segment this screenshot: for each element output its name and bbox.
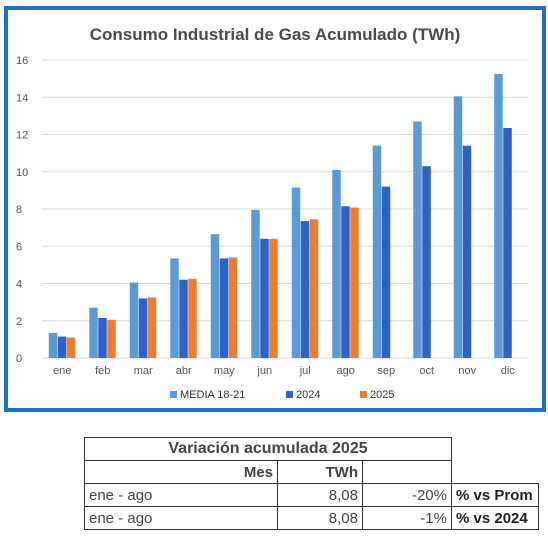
bar-2024	[98, 317, 107, 358]
bar-2024	[260, 238, 269, 358]
bar-media-18-21	[210, 234, 220, 358]
row-mes: ene - ago	[84, 506, 278, 530]
bar-media-18-21	[129, 282, 139, 358]
x-tick-label: dic	[501, 365, 516, 377]
bar-2025	[66, 337, 76, 358]
bar-2025	[228, 257, 238, 358]
bar-media-18-21	[170, 258, 179, 358]
row-pct: -20%	[362, 483, 452, 507]
x-tick-label: mar	[134, 365, 153, 377]
chart-svg: Consumo Industrial de Gas Acumulado (TWh…	[16, 25, 528, 401]
bar-2025	[188, 278, 197, 358]
x-tick-label: sep	[377, 365, 395, 377]
chart-frame: Consumo Industrial de Gas Acumulado (TWh…	[4, 6, 546, 412]
y-tick-label: 8	[16, 204, 22, 216]
row-twh: 8,08	[277, 506, 363, 530]
bar-2024	[462, 145, 472, 358]
row-twh: 8,08	[277, 483, 363, 507]
header-mes: Mes	[84, 460, 278, 484]
legend-swatch	[170, 391, 177, 398]
bar-media-18-21	[332, 169, 341, 358]
x-tick-label: ago	[337, 365, 355, 377]
bar-2024	[381, 186, 391, 358]
grid-layer: 0 2 4 6 8 10 12 14 16	[16, 55, 528, 365]
row-label: % vs 2024	[451, 506, 539, 530]
table-header-row: Mes TWh	[84, 460, 539, 484]
x-tick-label: nov	[458, 365, 476, 377]
bar-media-18-21	[89, 307, 98, 358]
bar-2025	[107, 319, 116, 358]
bar-2024	[422, 166, 431, 358]
legend-label: MEDIA 18-21	[180, 389, 245, 401]
y-tick-label: 4	[16, 279, 22, 291]
bar-media-18-21	[251, 209, 260, 358]
bar-2025	[309, 219, 319, 358]
bar-media-18-21	[494, 73, 503, 358]
bar-2024	[300, 221, 310, 358]
bar-media-18-21	[372, 145, 382, 358]
row-pct: -1%	[362, 506, 452, 530]
bar-media-18-21	[48, 332, 58, 358]
bar-2024	[341, 206, 350, 358]
y-tick-label: 12	[16, 130, 28, 142]
chart-title: Consumo Industrial de Gas Acumulado (TWh…	[90, 25, 461, 44]
table-title: Variación acumulada 2025	[84, 437, 452, 461]
y-tick-label: 0	[16, 353, 22, 365]
summary-table: Variación acumulada 2025 Mes TWh ene - a…	[84, 437, 539, 530]
x-tick-label: ene	[53, 365, 71, 377]
legend-swatch	[286, 391, 293, 398]
y-tick-label: 16	[16, 55, 28, 67]
legend-label: 2025	[370, 389, 394, 401]
x-tick-label: jun	[256, 365, 272, 377]
x-tick-label: abr	[176, 365, 192, 377]
y-tick-label: 2	[16, 316, 22, 328]
bar-2024	[179, 279, 188, 358]
bar-media-18-21	[413, 121, 422, 359]
x-tick-label: oct	[419, 365, 434, 377]
x-axis-ticks: ene feb mar abr may jun jul ago sep oct nov dic	[53, 365, 515, 377]
legend-label: 2024	[296, 389, 320, 401]
row-label: % vs Prom	[451, 483, 539, 507]
table-title-row: Variación acumulada 2025	[84, 437, 539, 461]
bar-media-18-21	[453, 96, 463, 358]
x-tick-label: may	[214, 365, 235, 377]
legend: MEDIA 18-21 2024 2025	[170, 389, 394, 401]
bar-media-18-21	[291, 187, 301, 358]
bar-2024	[57, 336, 67, 358]
table-row: ene - ago 8,08 -1% % vs 2024	[84, 506, 539, 530]
y-tick-label: 10	[16, 167, 28, 179]
table-row: ene - ago 8,08 -20% % vs Prom	[84, 483, 539, 507]
bars-layer	[48, 73, 512, 359]
bar-2024	[138, 298, 148, 358]
bar-2025	[147, 297, 157, 358]
header-twh: TWh	[277, 460, 363, 484]
y-tick-label: 14	[16, 92, 28, 104]
bar-2025	[269, 238, 278, 358]
row-mes: ene - ago	[84, 483, 278, 507]
bar-2024	[219, 258, 229, 358]
x-tick-label: feb	[95, 365, 110, 377]
bar-2024	[503, 127, 512, 358]
x-tick-label: jul	[299, 365, 311, 377]
y-tick-label: 6	[16, 241, 22, 253]
legend-swatch	[360, 391, 367, 398]
bar-2025	[350, 207, 359, 358]
